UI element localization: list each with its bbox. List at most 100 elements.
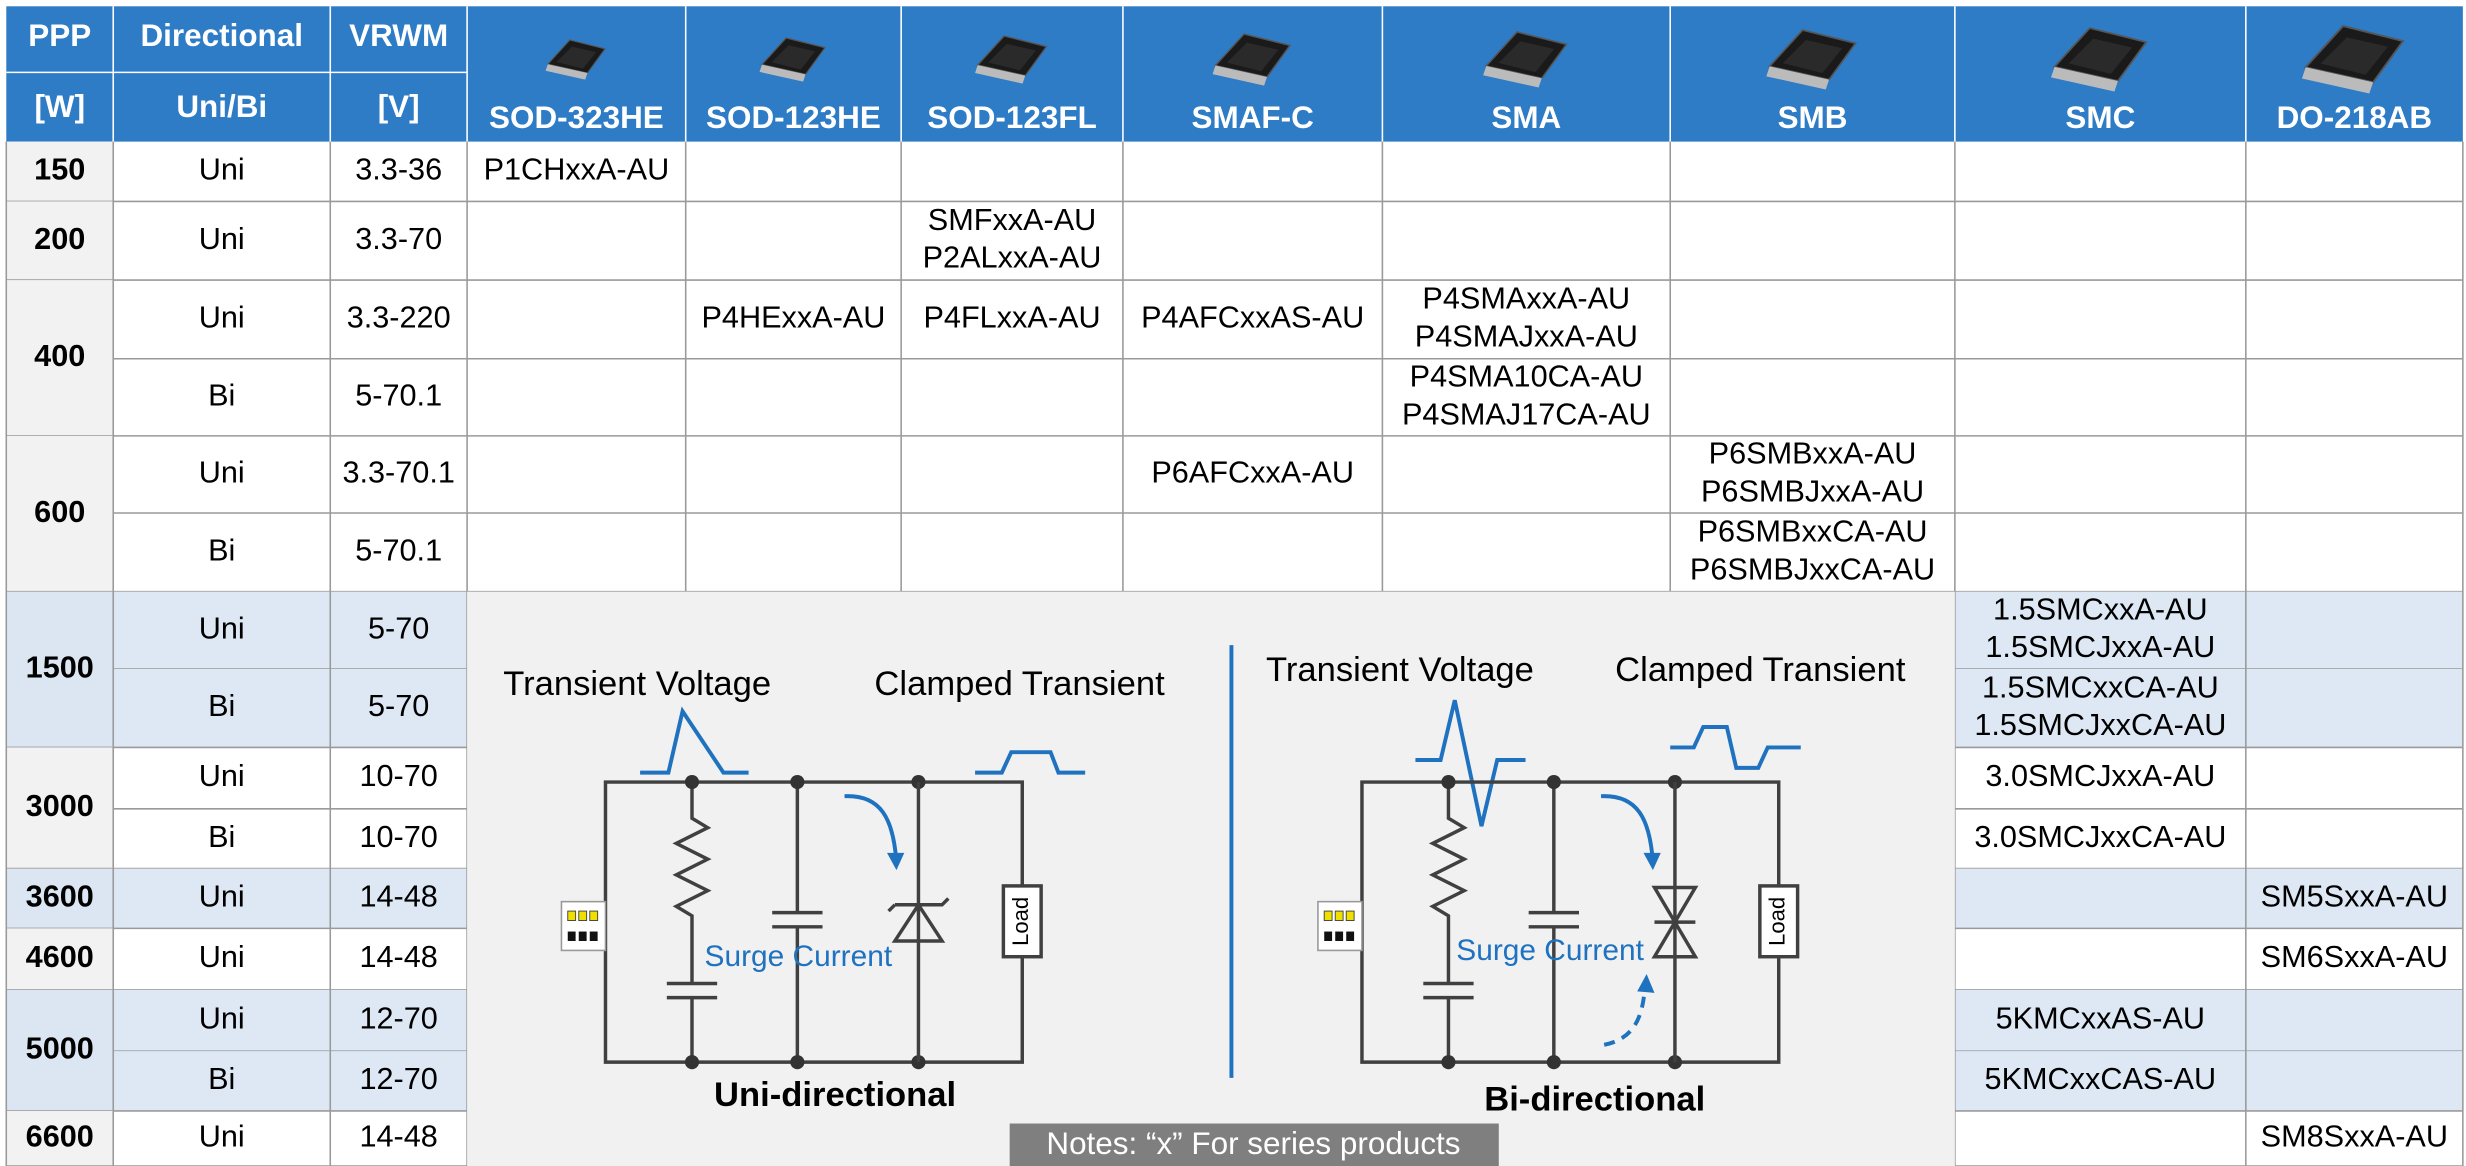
direction: Uni (199, 940, 245, 974)
package-name: SOD-323HE (489, 100, 664, 135)
row-shade (113, 668, 468, 748)
direction: Bi (208, 820, 235, 854)
ppp-value: 6600 (26, 1120, 94, 1154)
load-label: Load (1008, 897, 1033, 946)
vrwm: 3.3-36 (355, 153, 442, 187)
ppp-cell (6, 747, 114, 869)
part-number: SM8SxxA-AU (2261, 1120, 2448, 1154)
part-number: P4AFCxxAS-AU (1141, 301, 1364, 335)
part-number: P4FLxxA-AU (923, 301, 1100, 335)
package-face (556, 46, 597, 69)
package-lead (1766, 66, 1830, 90)
part-number: 1.5SMCJxxCA-AU (1974, 708, 2226, 742)
notes: Notes: “x” For series products (1046, 1126, 1460, 1161)
header-label: PPP (28, 18, 91, 53)
row-shade (113, 591, 468, 669)
vrwm: 5-70 (368, 611, 429, 645)
row-shade (113, 868, 468, 929)
vrwm: 12-70 (359, 1002, 437, 1036)
part-number: 5KMCxxAS-AU (1996, 1002, 2205, 1036)
package-lead (975, 65, 1026, 84)
package-icon (1483, 31, 1568, 88)
package-name: SMA (1491, 100, 1561, 135)
part-number: P4SMA10CA-AU (1410, 360, 1643, 394)
package-name: SOD-123FL (927, 100, 1097, 135)
ppp-value: 200 (34, 222, 85, 256)
part-number: P6SMBJxxCA-AU (1690, 552, 1935, 586)
current-label: Surge Current (705, 940, 893, 973)
package-lead (545, 64, 588, 80)
part-number: SM5SxxA-AU (2261, 880, 2448, 914)
package-icon (759, 37, 826, 82)
vrwm: 3.3-70.1 (342, 456, 454, 490)
package-icon (1766, 29, 1857, 90)
part-number: P4HExxA-AU (701, 301, 885, 335)
package-face (2320, 37, 2389, 75)
direction: Bi (208, 689, 235, 723)
package-icon (545, 39, 606, 80)
ppp-cell (6, 868, 114, 929)
direction: Bi (208, 533, 235, 567)
package-name: SMB (1778, 100, 1848, 135)
row-shade (1954, 591, 2463, 669)
direction: Uni (199, 1120, 245, 1154)
part-number: P4SMAJ17CA-AU (1402, 397, 1651, 431)
row-shade (113, 989, 468, 1052)
ppp-cell (6, 928, 114, 990)
part-number: P6SMBxxA-AU (1709, 437, 1917, 471)
package-name: SMAF-C (1192, 100, 1314, 135)
direction: Bi (208, 1062, 235, 1096)
direction: Uni (199, 759, 245, 793)
direction: Uni (199, 1002, 245, 1036)
header-label: VRWM (349, 18, 448, 53)
vrwm: 14-48 (359, 880, 437, 914)
direction: Uni (199, 611, 245, 645)
package-face (771, 45, 816, 70)
ppp-value: 3000 (26, 789, 94, 823)
row-shade (113, 1051, 468, 1111)
part-number: 1.5SMCJxxA-AU (1985, 630, 2215, 664)
ppp-cell (6, 280, 114, 436)
current-label: Surge Current (1456, 934, 1644, 967)
vrwm: 5-70.1 (355, 378, 442, 412)
row-shade (1954, 989, 2463, 1052)
ppp-cell (6, 989, 114, 1111)
vrwm: 12-70 (359, 1062, 437, 1096)
direction: Uni (199, 456, 245, 490)
ppp-value: 4600 (26, 940, 94, 974)
part-number: P6SMBxxCA-AU (1698, 515, 1928, 549)
part-number: P6AFCxxA-AU (1151, 456, 1354, 490)
vrwm: 3.3-70 (355, 222, 442, 256)
label: Clamped Transient (874, 665, 1165, 703)
part-number: P1CHxxA-AU (484, 153, 670, 187)
part-number: SMFxxA-AU (928, 203, 1097, 237)
part-number: 5KMCxxCAS-AU (1985, 1062, 2217, 1096)
part-number: 3.0SMCJxxCA-AU (1974, 820, 2226, 854)
package-face (988, 43, 1036, 71)
row-shade (1954, 868, 2463, 929)
direction: Uni (199, 222, 245, 256)
direction: Uni (199, 301, 245, 335)
vrwm: 14-48 (359, 1120, 437, 1154)
direction: Bi (208, 378, 235, 412)
package-face (1782, 39, 1843, 74)
part-number: 1.5SMCxxCA-AU (1982, 670, 2219, 704)
part-number: P2ALxxA-AU (923, 241, 1102, 275)
row-shade (1954, 668, 2463, 748)
label: Clamped Transient (1615, 651, 1906, 689)
ppp-cell (6, 435, 114, 592)
ppp-cell (6, 1110, 114, 1166)
ppp-cell (6, 201, 114, 281)
package-name: SMC (2065, 100, 2135, 135)
part-number: 3.0SMCJxxA-AU (1985, 759, 2215, 793)
package-lead (1483, 65, 1542, 88)
direction: Uni (199, 153, 245, 187)
uni-diagram: Transient Voltage Clamped Transient Load… (503, 665, 1165, 1114)
vrwm: 10-70 (359, 759, 437, 793)
ppp-cell (6, 591, 114, 748)
ppp-value: 600 (34, 495, 85, 529)
ppp-cell (6, 141, 114, 202)
package-lead (2051, 66, 2118, 92)
